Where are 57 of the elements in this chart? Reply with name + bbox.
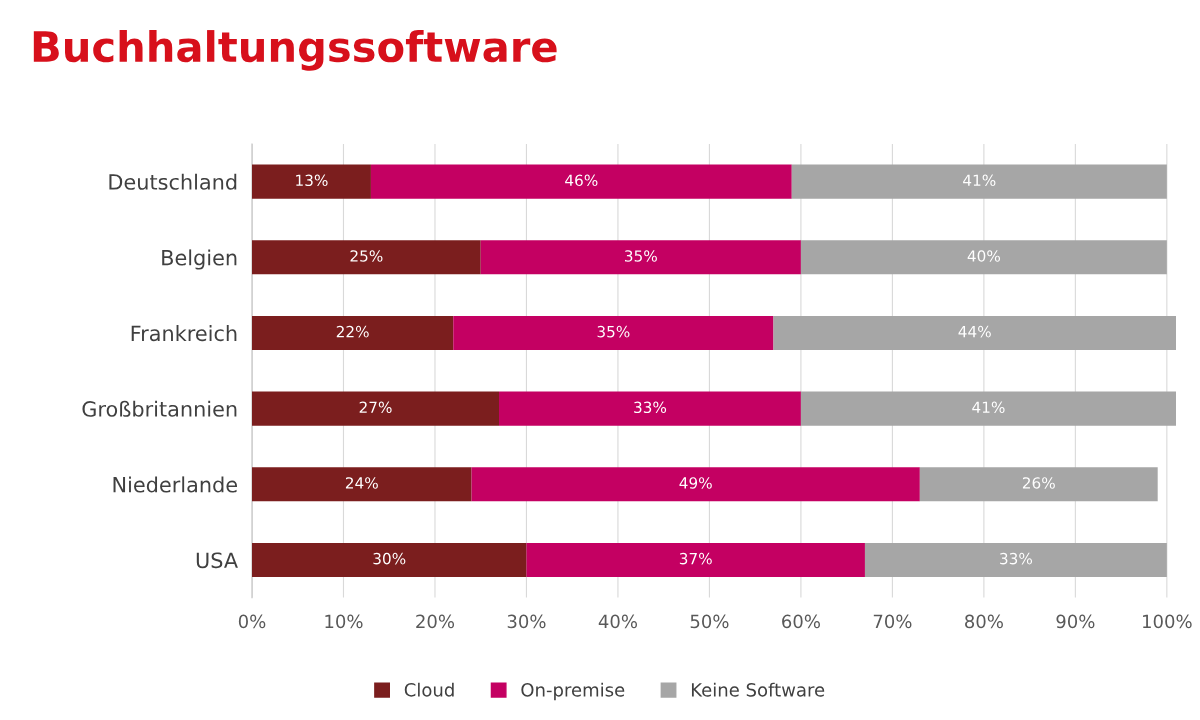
bar bbox=[471, 467, 920, 502]
x-tick-label: 30% bbox=[507, 614, 546, 629]
data-label: 35% bbox=[597, 325, 630, 338]
data-label: 33% bbox=[634, 401, 667, 414]
data-label: 37% bbox=[679, 552, 712, 565]
data-label: 24% bbox=[345, 477, 378, 489]
data-label: 27% bbox=[359, 401, 392, 414]
y-tick-label: Niederlande bbox=[113, 476, 237, 493]
x-tick-label: 60% bbox=[782, 614, 820, 629]
bar bbox=[252, 542, 527, 577]
bar bbox=[480, 240, 801, 275]
x-tick-label: 50% bbox=[690, 614, 729, 629]
legend-label: Keine Software bbox=[691, 682, 825, 697]
data-label: 22% bbox=[336, 325, 369, 338]
bar bbox=[370, 164, 792, 199]
legend-label: On-premise bbox=[521, 682, 625, 701]
x-tick-label: 40% bbox=[598, 614, 638, 629]
legend-label: Cloud bbox=[404, 682, 454, 697]
x-tick-label: 90% bbox=[1056, 614, 1095, 629]
x-tick-label: 70% bbox=[873, 614, 912, 629]
chart-title: Buchhaltungssoftware bbox=[33, 30, 557, 71]
x-tick-label: 20% bbox=[416, 614, 455, 629]
bar bbox=[252, 164, 371, 199]
x-tick-label: 10% bbox=[325, 614, 363, 629]
data-label: 41% bbox=[972, 401, 1005, 414]
bar bbox=[773, 315, 1176, 350]
data-label: 41% bbox=[963, 174, 996, 187]
bar bbox=[252, 240, 481, 275]
data-label: 13% bbox=[296, 174, 328, 187]
y-tick-label: USA bbox=[196, 552, 238, 569]
bar bbox=[800, 391, 1176, 426]
bar bbox=[864, 542, 1167, 577]
bar bbox=[499, 391, 801, 426]
x-tick-label: 0% bbox=[238, 614, 266, 629]
data-label: 40% bbox=[967, 250, 1001, 262]
data-label: 33% bbox=[1000, 552, 1033, 565]
bar bbox=[252, 391, 500, 426]
x-tick-label: 80% bbox=[965, 614, 1003, 629]
y-tick-label: Frankreich bbox=[131, 325, 237, 342]
y-tick-label: Großbritannien bbox=[82, 400, 237, 417]
y-tick-label: Belgien bbox=[162, 249, 237, 270]
data-label: 44% bbox=[958, 325, 991, 338]
y-tick-label: Deutschland bbox=[109, 173, 237, 190]
bar bbox=[453, 315, 774, 350]
bar bbox=[526, 542, 865, 577]
data-label: 49% bbox=[679, 477, 712, 489]
data-label: 25% bbox=[350, 250, 383, 262]
data-label: 30% bbox=[373, 552, 406, 565]
bar bbox=[252, 467, 472, 502]
bar bbox=[919, 467, 1158, 502]
data-label: 35% bbox=[625, 250, 657, 262]
data-label: 46% bbox=[565, 174, 598, 187]
bar bbox=[791, 164, 1167, 199]
data-label: 26% bbox=[1022, 477, 1055, 489]
x-tick-label: 100% bbox=[1143, 614, 1192, 629]
bar bbox=[252, 315, 454, 350]
bar bbox=[800, 240, 1167, 275]
